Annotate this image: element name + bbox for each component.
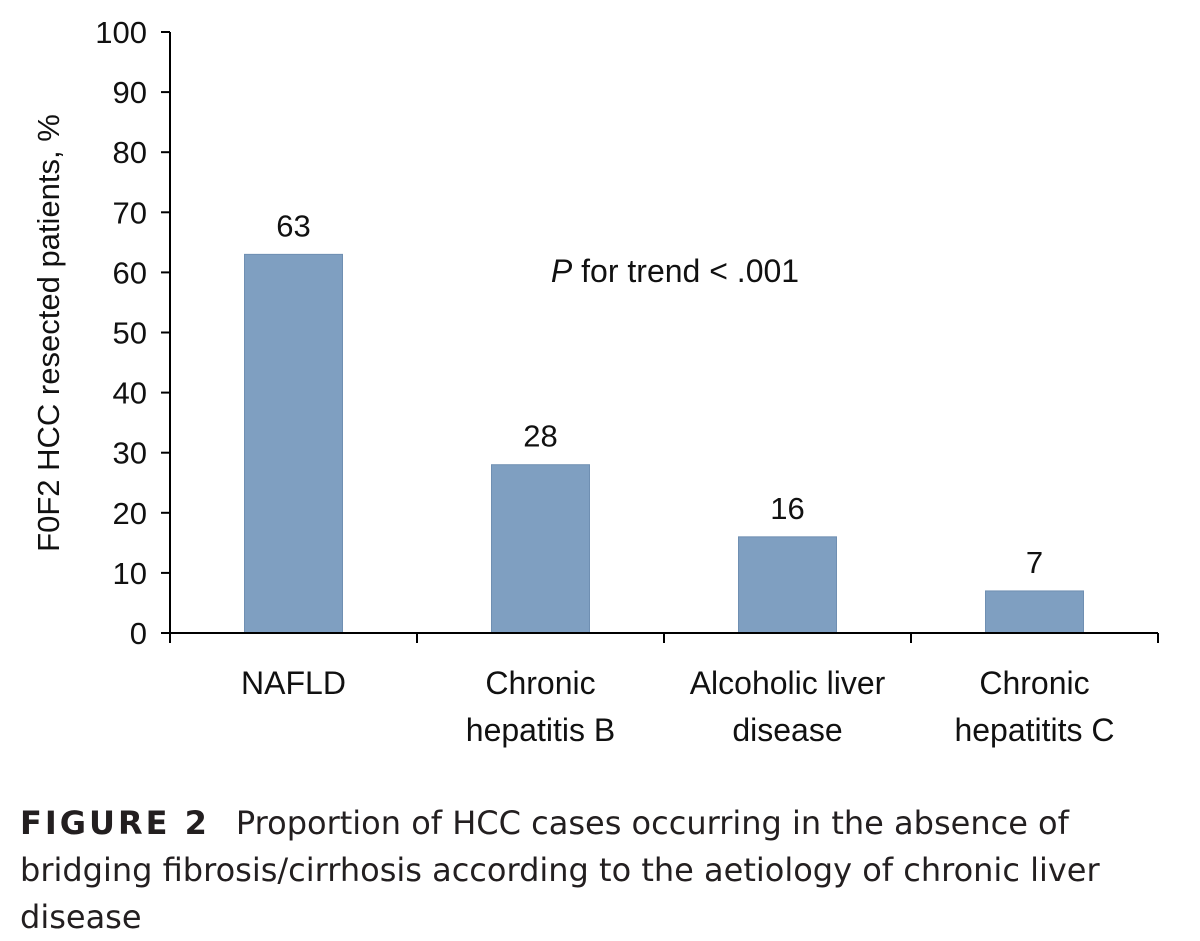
bar-value-label: 28 (523, 419, 557, 454)
bars (244, 253, 1084, 634)
bar-value-label: 16 (770, 491, 804, 526)
bar-chart: 0 10 20 30 40 50 60 70 80 90 100 63 28 16 7 NAFLD Chro… (31, 15, 1159, 748)
annotation-text: for trend < .001 (572, 253, 799, 289)
y-tick-label: 100 (95, 15, 147, 50)
bar (244, 253, 343, 634)
bar-value-label: 63 (276, 208, 310, 243)
annotation-italic: P (551, 253, 573, 289)
y-tick-label: 90 (113, 75, 147, 110)
x-category-label: NAFLD (241, 665, 346, 701)
y-tick-label: 50 (113, 316, 147, 351)
bar (738, 536, 837, 634)
figure-caption: FIGURE 2 Proportion of HCC cases occurrin… (20, 800, 1180, 941)
y-axis-ticks: 0 10 20 30 40 50 60 70 80 90 100 (95, 15, 170, 651)
y-tick-label: 0 (130, 616, 147, 651)
caption-label: FIGURE 2 (20, 804, 210, 842)
x-category-label: Chronic hepatitits C (954, 665, 1114, 748)
trend-annotation: P for trend < .001 (551, 253, 799, 289)
bar (491, 464, 590, 634)
caption-text: Proportion of HCC cases occurring in the… (20, 804, 1100, 936)
y-tick-label: 60 (113, 255, 147, 290)
x-axis-ticks: NAFLD Chronic hepatitis B Alcoholic liver di… (169, 633, 1159, 748)
y-axis-title: F0F2 HCC resected patients, % (31, 114, 66, 552)
y-tick-label: 30 (113, 436, 147, 471)
y-tick-label: 10 (113, 556, 147, 591)
y-tick-label: 20 (113, 496, 147, 531)
x-category-label: Alcoholic liver disease (690, 665, 886, 748)
data-labels: 63 28 16 7 (276, 208, 1043, 580)
y-tick-label: 80 (113, 135, 147, 170)
y-tick-label: 40 (113, 376, 147, 411)
bar (985, 590, 1084, 634)
bar-value-label: 7 (1026, 545, 1043, 580)
y-tick-label: 70 (113, 195, 147, 230)
x-category-label: Chronic hepatitis B (466, 665, 615, 748)
